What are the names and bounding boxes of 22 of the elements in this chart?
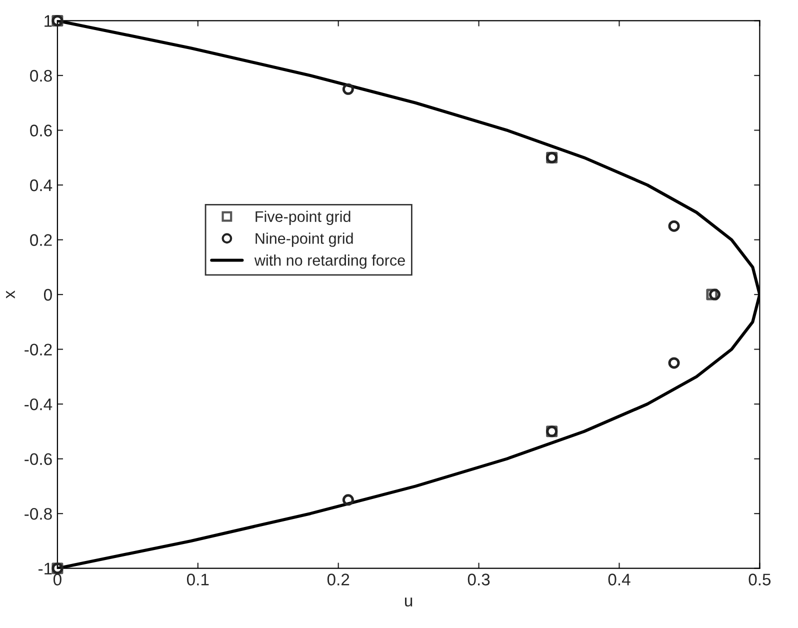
- y-tick-label: -0.4: [24, 398, 52, 410]
- y-tick-label: 0: [44, 288, 52, 301]
- x-tick-label: 0.3: [468, 574, 490, 586]
- y-tick-label: -1: [38, 562, 52, 574]
- x-tick-label: 0.4: [608, 574, 630, 586]
- y-tick-label: 0.6: [30, 124, 52, 136]
- x-axis-title: u: [405, 598, 412, 607]
- x-tick-label: 0.1: [186, 574, 209, 586]
- x-tick-label: 0.2: [327, 574, 350, 586]
- y-tick-label: -0.8: [24, 508, 52, 520]
- y-tick-label: 1: [44, 15, 52, 27]
- x-tick-label: 0.5: [748, 574, 771, 586]
- y-tick-label: -0.6: [24, 453, 52, 466]
- legend-label: Five-point grid: [256, 210, 350, 226]
- y-tick-label: 0.8: [30, 70, 52, 82]
- x-tick-label: 0: [53, 574, 62, 586]
- legend-label: Nine-point grid: [256, 232, 353, 247]
- y-tick-label: -0.2: [24, 344, 52, 356]
- legend-label: with no retarding force: [254, 254, 405, 269]
- y-tick-label: 0.2: [30, 234, 52, 246]
- y-tick-label: 0.4: [30, 179, 52, 192]
- y-axis-title: x: [6, 290, 15, 299]
